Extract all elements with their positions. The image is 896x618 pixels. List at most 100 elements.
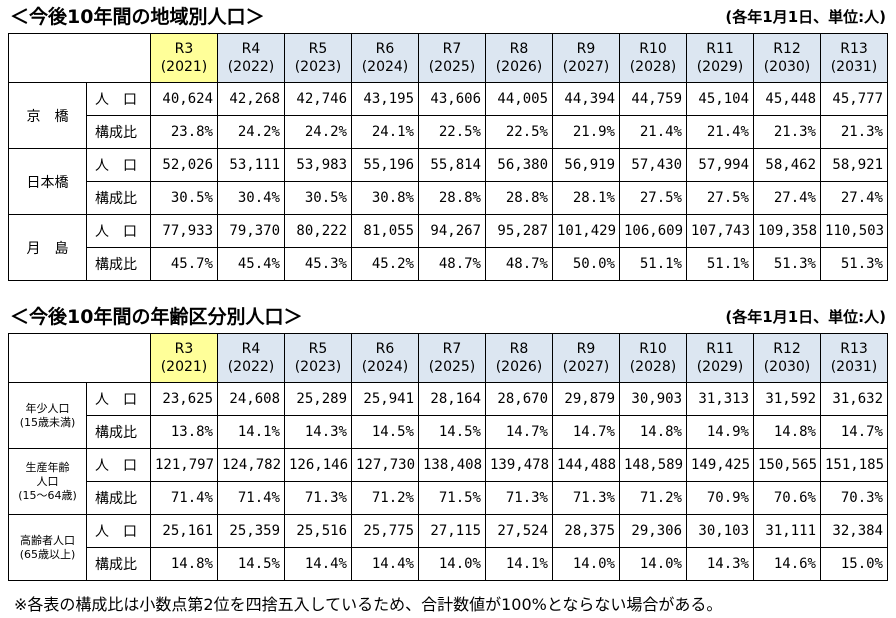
header-year: (2031)	[830, 359, 878, 375]
header-year: (2021)	[160, 359, 208, 375]
group-cell: 高齢者人口 (65歳以上)	[8, 514, 87, 581]
value-cell: 51.3%	[820, 247, 888, 281]
group-cell: 京 橋	[8, 82, 87, 149]
value-cell: 138,408	[418, 448, 486, 482]
header-label: R10	[639, 41, 667, 57]
header-cell: R6 (2024)	[351, 33, 419, 83]
value-cell: 14.5%	[351, 415, 419, 449]
table-note: (各年1月1日、単位:人)	[725, 8, 886, 26]
row-label: 人 口	[86, 514, 151, 548]
value-cell: 107,743	[686, 214, 754, 248]
value-cell: 71.4%	[217, 481, 285, 515]
value-cell: 14.5%	[418, 415, 486, 449]
group-name: 人口	[36, 474, 59, 488]
row-label: 人 口	[86, 448, 151, 482]
value-cell: 150,565	[753, 448, 821, 482]
header-cell: R3 (2021)	[150, 333, 218, 383]
value-cell: 31,111	[753, 514, 821, 548]
value-cell: 31,632	[820, 382, 888, 416]
corner-cell	[8, 33, 151, 83]
footnote: ※各表の構成比は小数点第2位を四捨五入しているため、合計数値が100%とならない…	[14, 595, 723, 614]
group-name: 高齢者人口	[20, 533, 75, 547]
group-cell: 年少人口 (15歳未満)	[8, 382, 87, 449]
header-year: (2028)	[629, 59, 677, 75]
value-cell: 28.1%	[552, 181, 620, 215]
value-cell: 30,903	[619, 382, 687, 416]
value-cell: 40,624	[150, 82, 218, 116]
value-cell: 14.0%	[619, 547, 687, 581]
value-cell: 106,609	[619, 214, 687, 248]
region-table: R3 (2021) R4 (2022) R5 (2023) R6 (2024) R7 (2025)…	[8, 33, 888, 281]
value-cell: 71.3%	[552, 481, 620, 515]
header-cell: R5 (2023)	[284, 33, 352, 83]
value-cell: 110,503	[820, 214, 888, 248]
header-label: R7	[442, 341, 462, 357]
header-year: (2029)	[696, 359, 744, 375]
value-cell: 14.6%	[753, 547, 821, 581]
row-label: 構成比	[86, 181, 151, 215]
value-cell: 30.5%	[150, 181, 218, 215]
header-year: (2024)	[361, 359, 409, 375]
header-year: (2027)	[562, 359, 610, 375]
value-cell: 50.0%	[552, 247, 620, 281]
row-label: 人 口	[86, 82, 151, 116]
header-year: (2025)	[428, 59, 476, 75]
body-row: 構成比 14.8% 14.5% 14.4% 14.4% 14.0% 14.1% 14.0% 14…	[9, 547, 888, 581]
header-year: (2023)	[294, 59, 342, 75]
value-cell: 14.0%	[418, 547, 486, 581]
value-cell: 71.3%	[284, 481, 352, 515]
header-cell: R9 (2027)	[552, 333, 620, 383]
value-cell: 14.0%	[552, 547, 620, 581]
header-label: R9	[576, 41, 596, 57]
group-name: 生産年齢	[25, 460, 70, 474]
header-cell: R4 (2022)	[217, 33, 285, 83]
header-cell: R8 (2026)	[485, 333, 553, 383]
header-label: R13	[840, 41, 868, 57]
value-cell: 28,670	[485, 382, 553, 416]
value-cell: 45.4%	[217, 247, 285, 281]
group-name: 日本橋	[26, 174, 69, 191]
value-cell: 24,608	[217, 382, 285, 416]
value-cell: 43,195	[351, 82, 419, 116]
header-year: (2029)	[696, 59, 744, 75]
header-label: R10	[639, 341, 667, 357]
value-cell: 95,287	[485, 214, 553, 248]
value-cell: 27,115	[418, 514, 486, 548]
header-year: (2031)	[830, 59, 878, 75]
group-name: (65歳以上)	[19, 547, 76, 561]
header-label: R12	[773, 41, 801, 57]
header-year: (2028)	[629, 359, 677, 375]
body-row: 構成比 13.8% 14.1% 14.3% 14.5% 14.5% 14.7% 14.7% 14…	[9, 415, 888, 449]
value-cell: 126,146	[284, 448, 352, 482]
value-cell: 14.7%	[820, 415, 888, 449]
row-label: 構成比	[86, 547, 151, 581]
value-cell: 44,759	[619, 82, 687, 116]
value-cell: 55,196	[351, 148, 419, 182]
row-label: 構成比	[86, 481, 151, 515]
value-cell: 27.4%	[820, 181, 888, 215]
value-cell: 14.1%	[217, 415, 285, 449]
value-cell: 56,380	[485, 148, 553, 182]
header-year: (2027)	[562, 59, 610, 75]
value-cell: 27.5%	[619, 181, 687, 215]
value-cell: 45,448	[753, 82, 821, 116]
value-cell: 45.2%	[351, 247, 419, 281]
value-cell: 101,429	[552, 214, 620, 248]
value-cell: 77,933	[150, 214, 218, 248]
value-cell: 48.7%	[485, 247, 553, 281]
value-cell: 52,026	[150, 148, 218, 182]
header-cell: R3 (2021)	[150, 33, 218, 83]
header-year: (2030)	[763, 359, 811, 375]
header-cell: R13 (2031)	[820, 33, 888, 83]
value-cell: 14.7%	[552, 415, 620, 449]
value-cell: 45.3%	[284, 247, 352, 281]
value-cell: 42,268	[217, 82, 285, 116]
body-row: 京 橋人 口 40,624 42,268 42,746 43,195 43,606 44,0…	[8, 82, 888, 149]
value-cell: 15.0%	[820, 547, 888, 581]
header-label: R11	[706, 341, 734, 357]
value-cell: 70.3%	[820, 481, 888, 515]
group-name: (15歳未満)	[19, 415, 76, 429]
value-cell: 55,814	[418, 148, 486, 182]
value-cell: 30.5%	[284, 181, 352, 215]
